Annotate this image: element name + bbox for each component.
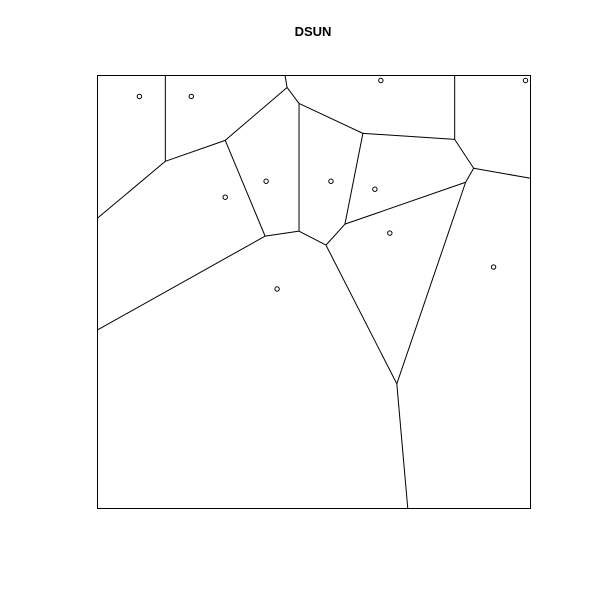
voronoi-edges	[97, 75, 531, 509]
voronoi-edge-19	[325, 223, 346, 246]
voronoi-edge-16	[396, 182, 467, 384]
voronoi-edge-3	[97, 160, 166, 219]
voronoi-edge-9	[298, 102, 364, 134]
plot-title: DSUN	[295, 24, 332, 39]
voronoi-edge-11	[344, 133, 364, 225]
data-point-3	[522, 77, 529, 84]
voronoi-edge-10	[362, 132, 455, 140]
voronoi-edge-14	[465, 168, 475, 183]
voronoi-edge-20	[97, 235, 266, 331]
voronoi-edge-17	[265, 230, 300, 237]
data-point-10	[274, 286, 280, 292]
voronoi-edge-1	[284, 75, 288, 88]
data-point-1	[188, 93, 194, 100]
data-point-4	[263, 178, 269, 184]
data-point-7	[222, 194, 228, 200]
data-point-9	[490, 264, 497, 270]
plot-frame	[97, 75, 531, 509]
voronoi-edge-7	[224, 140, 266, 237]
voronoi-edge-5	[224, 87, 288, 141]
voronoi-edge-6	[286, 87, 300, 104]
data-points	[136, 77, 529, 292]
data-point-0	[136, 93, 143, 100]
data-point-2	[378, 77, 384, 84]
voronoi-edge-12	[454, 139, 475, 169]
voronoi-edge-13	[473, 167, 531, 179]
data-point-5	[328, 178, 334, 184]
voronoi-edge-18	[298, 230, 327, 246]
voronoi-edge-22	[396, 383, 409, 509]
data-point-6	[372, 186, 378, 192]
voronoi-edge-21	[325, 244, 398, 385]
voronoi-edge-4	[165, 139, 226, 162]
voronoi-edge-15	[344, 181, 466, 225]
data-point-8	[387, 230, 393, 236]
